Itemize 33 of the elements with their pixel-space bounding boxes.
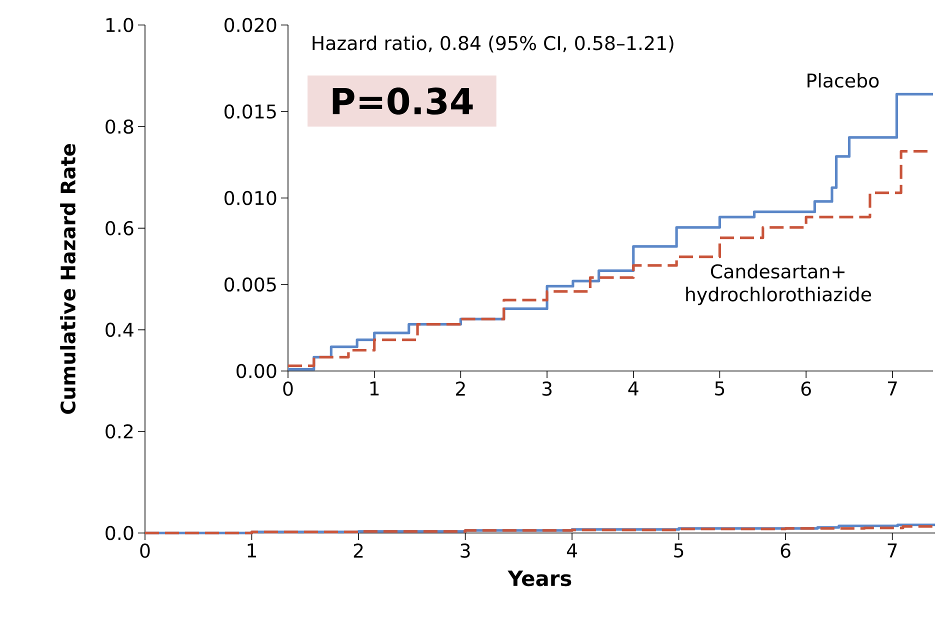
x-tick-label: 6 [780, 544, 790, 558]
x-tick-label: 3 [460, 544, 470, 558]
y-tick-label: 0.015 [224, 104, 276, 119]
x-tick-label: 1 [248, 544, 256, 558]
y-axis-title: Cumulative Hazard Rate [60, 144, 76, 414]
y-tick-label: 0.8 [106, 119, 134, 134]
annotation: Hazard ratio, 0.84 (95% CI, 0.58–1.21) [312, 36, 674, 52]
y-tick-label: 0.020 [224, 18, 276, 32]
y-tick-label: 0.00 [236, 364, 276, 378]
x-tick-label: 4 [566, 544, 577, 558]
x-tick-label: 0 [140, 544, 150, 558]
x-tick-label: 7 [888, 382, 897, 396]
y-tick-label: 0.010 [224, 190, 276, 206]
series-label: Placebo [808, 73, 879, 88]
x-tick-label: 2 [354, 544, 363, 558]
series-label: Candesartan+ hydrochlorothiazide [686, 264, 872, 306]
y-tick-label: 1.0 [106, 18, 134, 32]
y-tick-label: 0.2 [106, 424, 133, 439]
y-tick-label: 0.005 [224, 277, 276, 292]
y-tick-label: 0.0 [106, 526, 134, 540]
x-tick-label: 4 [628, 382, 638, 396]
y-tick-label: 0.4 [106, 322, 134, 337]
y-tick-label: 0.6 [106, 221, 134, 236]
x-tick-label: 7 [888, 544, 897, 558]
x-tick-label: 0 [283, 382, 293, 396]
x-tick-label: 2 [456, 382, 465, 396]
annotation: P=0.34 [332, 88, 473, 115]
x-tick-label: 5 [715, 382, 724, 396]
x-tick-label: 1 [370, 382, 379, 396]
x-axis-title: Years [508, 570, 572, 586]
x-tick-label: 6 [801, 382, 811, 396]
x-tick-label: 3 [542, 382, 552, 396]
x-tick-label: 5 [674, 544, 684, 558]
